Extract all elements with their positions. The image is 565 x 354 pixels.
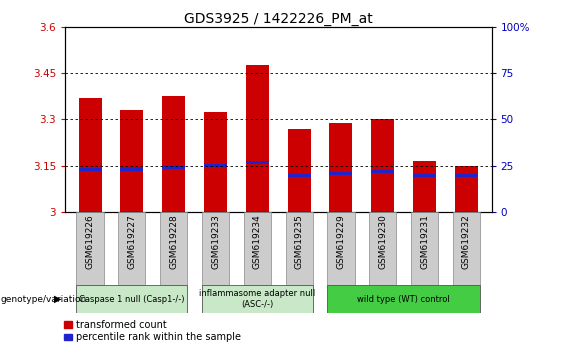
FancyBboxPatch shape <box>202 285 313 313</box>
Text: GSM619229: GSM619229 <box>337 215 345 269</box>
Title: GDS3925 / 1422226_PM_at: GDS3925 / 1422226_PM_at <box>184 12 373 25</box>
Bar <box>288 174 311 177</box>
Bar <box>246 161 269 164</box>
Bar <box>204 164 227 167</box>
Bar <box>120 110 144 212</box>
FancyBboxPatch shape <box>76 285 188 313</box>
Bar <box>204 112 227 212</box>
FancyBboxPatch shape <box>285 212 313 285</box>
Text: inflammasome adapter null
(ASC-/-): inflammasome adapter null (ASC-/-) <box>199 290 315 309</box>
Bar <box>371 170 394 173</box>
FancyBboxPatch shape <box>411 212 438 285</box>
Bar <box>329 172 353 175</box>
FancyBboxPatch shape <box>369 212 397 285</box>
FancyBboxPatch shape <box>453 212 480 285</box>
Bar <box>288 129 311 212</box>
Text: GSM619231: GSM619231 <box>420 215 429 269</box>
FancyBboxPatch shape <box>160 212 188 285</box>
Text: GSM619228: GSM619228 <box>169 215 178 269</box>
FancyBboxPatch shape <box>202 212 229 285</box>
Bar <box>329 122 353 212</box>
Text: wild type (WT) control: wild type (WT) control <box>357 295 450 304</box>
Text: Caspase 1 null (Casp1-/-): Caspase 1 null (Casp1-/-) <box>79 295 185 304</box>
FancyBboxPatch shape <box>118 212 145 285</box>
Text: ▶: ▶ <box>54 294 61 304</box>
Bar <box>413 174 436 177</box>
Bar <box>79 168 102 171</box>
Bar <box>455 174 478 177</box>
FancyBboxPatch shape <box>244 212 271 285</box>
Text: GSM619227: GSM619227 <box>127 215 136 269</box>
Bar <box>455 166 478 212</box>
Bar <box>162 166 185 169</box>
Bar <box>162 96 185 212</box>
Bar <box>371 120 394 212</box>
Text: GSM619234: GSM619234 <box>253 215 262 269</box>
FancyBboxPatch shape <box>327 212 355 285</box>
Bar <box>79 98 102 212</box>
Bar <box>413 161 436 212</box>
FancyBboxPatch shape <box>327 285 480 313</box>
Text: GSM619232: GSM619232 <box>462 215 471 269</box>
Text: GSM619233: GSM619233 <box>211 215 220 269</box>
Text: GSM619235: GSM619235 <box>295 215 303 269</box>
Legend: transformed count, percentile rank within the sample: transformed count, percentile rank withi… <box>64 320 241 342</box>
Text: GSM619230: GSM619230 <box>379 215 388 269</box>
FancyBboxPatch shape <box>76 212 103 285</box>
Bar <box>120 167 144 171</box>
Bar <box>246 65 269 212</box>
Text: genotype/variation: genotype/variation <box>1 295 87 304</box>
Text: GSM619226: GSM619226 <box>85 215 94 269</box>
